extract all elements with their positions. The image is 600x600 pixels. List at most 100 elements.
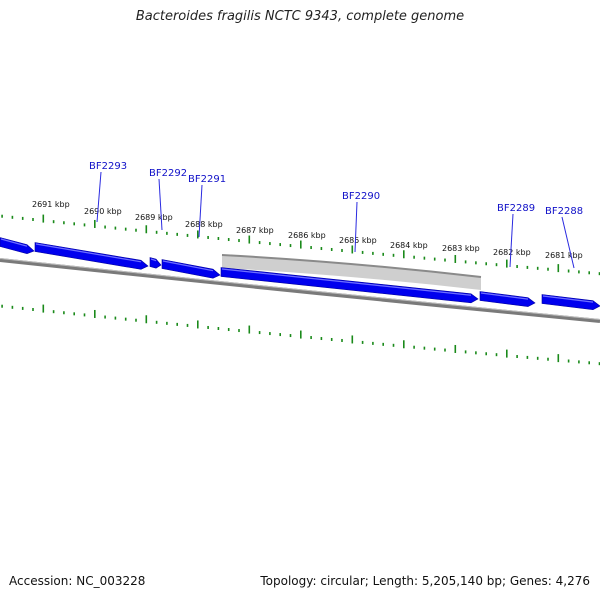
upper-minor-tick <box>464 260 467 264</box>
gene-label-bf2289[interactable]: BF2289 <box>497 203 535 214</box>
upper-minor-tick <box>258 241 261 245</box>
lower-minor-tick <box>567 359 570 363</box>
kbp-label: 2686 kbp <box>288 231 326 240</box>
lower-major-tick <box>403 340 405 349</box>
upper-major-tick <box>351 245 354 254</box>
upper-minor-tick <box>516 265 518 269</box>
upper-minor-tick <box>104 225 106 229</box>
gene-arrow-bf2289[interactable] <box>479 291 536 307</box>
gene-arrow-highlight <box>480 292 529 300</box>
lower-minor-tick <box>21 306 24 310</box>
lower-minor-tick <box>289 334 292 338</box>
upper-minor-tick <box>444 258 446 262</box>
gene-arrow-bf2290[interactable] <box>220 267 479 304</box>
lower-minor-tick <box>444 348 446 352</box>
upper-minor-tick <box>217 237 220 241</box>
upper-major-tick <box>557 264 560 273</box>
upper-minor-tick <box>320 247 323 251</box>
gene-leader-line <box>561 216 575 269</box>
upper-minor-tick <box>341 248 343 252</box>
upper-minor-tick <box>567 269 570 273</box>
gene-arrow-highlight <box>150 258 157 262</box>
upper-major-tick <box>454 254 457 263</box>
genome-summary-text: Topology: circular; Length: 5,205,140 bp… <box>260 574 590 588</box>
gene-arrow-highlight <box>221 268 472 296</box>
gene-arrow-highlight <box>35 243 142 263</box>
upper-minor-tick <box>413 255 415 259</box>
highlight-region-edge <box>221 254 482 278</box>
upper-minor-tick <box>63 221 65 225</box>
lower-major-tick <box>248 325 251 334</box>
kbp-label: 2689 kbp <box>135 213 173 222</box>
gene-arrow-highlight <box>0 238 28 247</box>
kbp-label: 2687 kbp <box>236 226 274 235</box>
lower-major-tick <box>300 330 302 339</box>
kbp-label: 2685 kbp <box>339 236 377 245</box>
gene-label-bf2288[interactable]: BF2288 <box>545 206 583 217</box>
upper-major-tick <box>197 230 199 239</box>
upper-minor-tick <box>330 248 333 252</box>
lower-minor-tick <box>155 320 158 324</box>
sequence-backbone-shine <box>0 258 600 320</box>
lower-tick-row <box>1 304 600 366</box>
upper-minor-tick <box>526 265 529 269</box>
kbp-label-row: 2691 kbp 2690 kbp 2689 kbp 2688 kbp 2687 kbp… <box>32 200 583 260</box>
upper-minor-tick <box>598 272 600 276</box>
upper-minor-tick <box>155 230 158 234</box>
sequence-backbone <box>0 258 600 323</box>
highlight-region <box>222 255 481 290</box>
lower-major-tick <box>351 335 354 344</box>
upper-minor-tick <box>83 223 86 227</box>
upper-minor-tick <box>21 216 24 220</box>
gene-arrow-highlight <box>542 295 594 303</box>
lower-major-tick <box>454 344 457 353</box>
kbp-label: 2691 kbp <box>32 200 70 209</box>
gene-label-bf2293[interactable]: BF2293 <box>89 161 127 172</box>
upper-tick-row <box>1 214 600 276</box>
gene-leader-line <box>96 171 102 223</box>
lower-minor-tick <box>372 341 374 345</box>
upper-minor-tick <box>382 252 384 256</box>
lower-minor-tick <box>269 332 271 336</box>
upper-major-tick <box>42 214 45 223</box>
upper-minor-tick <box>433 257 436 261</box>
upper-minor-tick <box>73 222 75 226</box>
upper-minor-tick <box>279 243 281 247</box>
upper-minor-tick <box>289 244 292 248</box>
upper-minor-tick <box>536 266 539 270</box>
lower-minor-tick <box>526 355 529 359</box>
upper-major-tick <box>145 225 148 234</box>
lower-major-tick <box>506 349 508 358</box>
upper-minor-tick <box>32 218 34 222</box>
lower-minor-tick <box>588 361 590 365</box>
gene-label-bf2291[interactable]: BF2291 <box>188 174 226 185</box>
lower-major-tick <box>42 304 45 313</box>
gene-leader-line <box>158 178 163 231</box>
gene-leader-line <box>354 201 358 253</box>
gene-leader-line <box>198 184 203 238</box>
upper-minor-tick <box>186 233 189 237</box>
upper-minor-tick <box>176 232 178 236</box>
upper-minor-tick <box>227 238 230 242</box>
kbp-label: 2688 kbp <box>185 220 223 229</box>
lower-minor-tick <box>578 360 580 364</box>
upper-minor-tick <box>547 267 549 271</box>
upper-minor-tick <box>372 251 374 255</box>
upper-minor-tick <box>11 215 14 219</box>
lower-minor-tick <box>227 328 230 332</box>
lower-minor-tick <box>83 313 86 317</box>
lower-minor-tick <box>598 362 600 366</box>
lower-minor-tick <box>475 351 477 355</box>
upper-minor-tick <box>361 250 364 254</box>
upper-minor-tick <box>475 261 477 265</box>
gene-label-bf2290[interactable]: BF2290 <box>342 191 380 202</box>
lower-minor-tick <box>63 311 65 315</box>
upper-minor-tick <box>1 214 3 218</box>
lower-minor-tick <box>124 317 127 321</box>
lower-minor-tick <box>207 325 209 329</box>
kbp-label: 2690 kbp <box>84 207 122 216</box>
upper-minor-tick <box>588 271 590 275</box>
gene-label-bf2292[interactable]: BF2292 <box>149 168 187 179</box>
gene-arrow-bf2288[interactable] <box>541 294 600 310</box>
